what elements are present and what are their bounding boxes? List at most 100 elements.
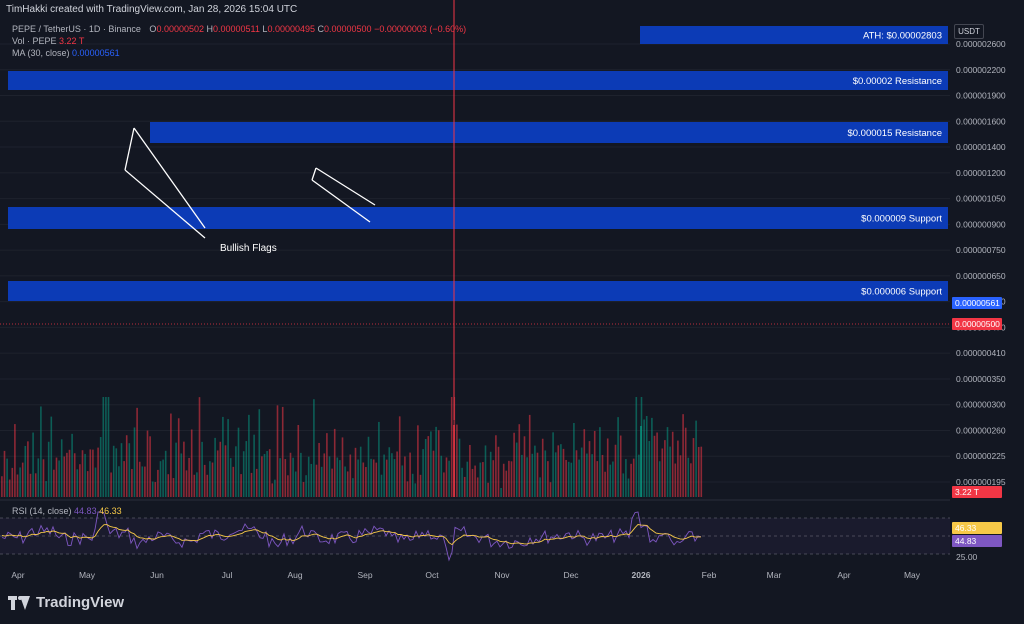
volume-bar <box>609 464 612 497</box>
volume-bar <box>450 397 453 497</box>
volume-bar <box>567 461 570 497</box>
volume-bar <box>531 453 534 497</box>
legend-rsi: RSI (14, close) 44.83 46.33 <box>12 506 122 516</box>
volume-bar <box>380 474 383 497</box>
volume-bar <box>289 452 292 497</box>
volume-bar <box>417 425 419 497</box>
volume-bar <box>505 470 508 497</box>
volume-bar <box>146 430 149 497</box>
price-tick-label: 0.000000750 <box>956 245 1006 255</box>
volume-bar <box>305 475 307 497</box>
volume-bar <box>144 466 146 497</box>
legend-main: PEPE / TetherUS · 1D · Binance O0.000005… <box>12 24 466 34</box>
volume-bar <box>151 481 154 497</box>
volume-bar <box>237 427 240 497</box>
volume-bar <box>203 464 206 497</box>
time-tick-label: Mar <box>767 570 782 580</box>
legend-volume: Vol · PEPE 3.22 T <box>12 36 84 46</box>
volume-bar <box>125 435 128 497</box>
rsi-pane <box>0 499 1024 562</box>
chart-canvas[interactable]: ATH: $0.00002803 $0.00002 Resistance $0.00… <box>0 0 1024 584</box>
volume-label: Vol · PEPE <box>12 36 57 46</box>
volume-bar <box>209 461 211 497</box>
volume-bar <box>362 462 365 497</box>
volume-bar <box>60 439 63 497</box>
flag-line <box>311 179 371 223</box>
change-value: −0.00000003 (−0.60%) <box>374 24 467 34</box>
rsi-line <box>1 511 702 562</box>
volume-bar <box>102 397 105 497</box>
volume-bar <box>261 456 263 497</box>
volume-bar <box>435 426 437 497</box>
price-tick-label: 0.000001400 <box>956 142 1006 152</box>
volume-bar <box>118 466 120 497</box>
volume-bar <box>445 457 448 497</box>
flag-line <box>124 169 206 239</box>
volume-tag-text: 3.22 T <box>955 487 979 497</box>
volume-bar <box>482 462 484 497</box>
price-tick-label: 0.000001050 <box>956 194 1006 204</box>
volume-bar <box>279 458 281 497</box>
currency-unit-button[interactable]: USDT <box>954 24 984 39</box>
volume-bar <box>175 442 177 497</box>
volume-bar <box>554 452 557 497</box>
volume-bar <box>276 405 279 497</box>
close-label: C <box>317 24 325 34</box>
volume-bar <box>510 461 513 497</box>
volume-bar <box>281 406 284 497</box>
volume-bar <box>224 445 227 497</box>
volume-bar <box>547 461 549 497</box>
volume-bar <box>549 482 552 497</box>
volume-bar <box>414 483 417 497</box>
time-axis: Apr May Jun Jul Aug Sep Oct Nov Dec 2026 Feb Mar Apr… <box>11 570 920 580</box>
volume-bar <box>94 467 97 497</box>
volume-bar <box>471 468 474 497</box>
volume-bar <box>294 471 297 497</box>
volume-bar <box>331 468 333 497</box>
volume-bar <box>632 458 635 497</box>
volume-bar <box>110 472 112 497</box>
volume-bar <box>274 479 276 497</box>
volume-bar <box>370 458 372 497</box>
tradingview-logo-icon <box>8 595 30 610</box>
rsi-tick-label: 25.00 <box>956 552 978 562</box>
volume-bar <box>307 456 310 497</box>
volume-bar <box>695 420 697 497</box>
brand-name: TradingView <box>36 594 125 611</box>
legend-ma: MA (30, close) 0.00000561 <box>12 48 120 58</box>
volume-bar <box>154 482 157 497</box>
price-tick-label: 0.000002200 <box>956 65 1006 75</box>
flag-line <box>133 127 206 229</box>
volume-bar <box>201 441 203 497</box>
price-tick-label: 0.000000195 <box>956 477 1006 487</box>
volume-bar <box>253 434 255 497</box>
volume-bar <box>690 463 692 497</box>
volume-bar <box>24 445 27 497</box>
volume-bar <box>79 464 81 497</box>
close-value: 0.00000500 <box>324 24 372 34</box>
price-tick-label: 0.000002600 <box>956 39 1006 49</box>
volume-bar <box>593 430 596 497</box>
volume-bar <box>120 443 123 497</box>
rsi-ma-line <box>1 524 701 546</box>
volume-bar <box>323 453 326 497</box>
volume-bar <box>16 474 19 497</box>
price-tick-label: 0.000000650 <box>956 271 1006 281</box>
tradingview-brand[interactable]: TradingView <box>8 594 124 611</box>
volume-bar <box>341 437 344 497</box>
volume-bar <box>172 478 175 497</box>
volume-bar <box>263 454 266 497</box>
volume-bar <box>40 406 42 497</box>
volume-bar <box>617 417 619 497</box>
volume-bar <box>292 457 294 497</box>
volume-bar <box>437 430 440 497</box>
volume-bar <box>526 457 528 497</box>
volume-bar <box>515 442 518 497</box>
volume-bar <box>495 435 497 497</box>
volume-bar <box>599 427 601 497</box>
volume-bar <box>354 447 357 497</box>
volume-bar <box>320 466 323 497</box>
volume-bar <box>8 479 11 497</box>
volume-bar <box>97 447 99 497</box>
volume-bar <box>198 397 201 497</box>
